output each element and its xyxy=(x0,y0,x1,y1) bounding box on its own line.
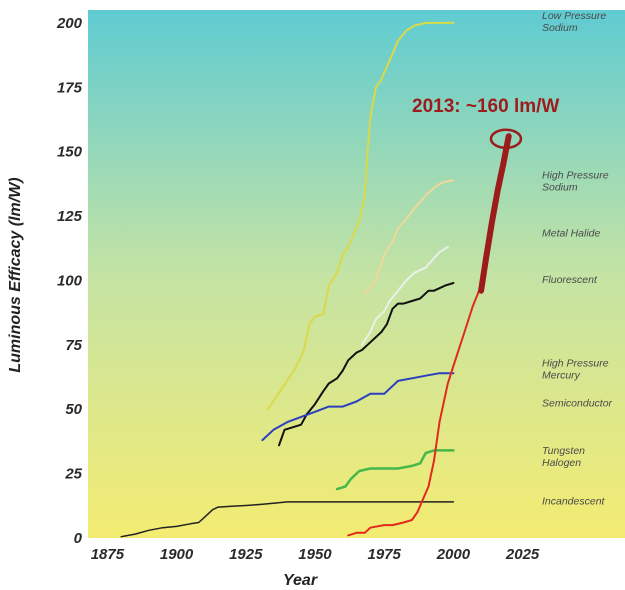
series-line-6 xyxy=(120,501,455,538)
series-label: Fluorescent xyxy=(542,274,598,286)
series-label: Incandescent xyxy=(542,496,606,508)
series-label: Tungsten xyxy=(542,445,585,457)
x-tick-label: 1975 xyxy=(367,546,401,563)
x-tick-label: 1900 xyxy=(160,546,194,563)
series-label: Metal Halide xyxy=(542,228,601,240)
series-label: High Pressure xyxy=(542,358,609,370)
y-tick-label: 0 xyxy=(74,530,83,547)
y-tick-label: 200 xyxy=(56,15,83,32)
x-axis-ticks: 1875 1900 1925 1950 1975 2000 2025 xyxy=(91,546,540,563)
series-line-2 xyxy=(361,246,449,346)
y-tick-label: 175 xyxy=(57,79,83,96)
annotation-group: 2013: ~160 lm/W xyxy=(412,96,559,150)
plot-background xyxy=(88,10,625,538)
x-tick-label: 1950 xyxy=(298,546,332,563)
y-tick-label: 125 xyxy=(57,208,83,225)
x-tick-label: 2000 xyxy=(436,546,471,563)
x-tick-label: 2025 xyxy=(505,546,540,563)
y-tick-label: 75 xyxy=(65,337,82,354)
series-line-4 xyxy=(261,372,455,442)
y-tick-label: 100 xyxy=(57,272,83,289)
series-label: High Pressure xyxy=(542,170,609,182)
y-tick-label: 150 xyxy=(57,144,83,161)
y-tick-label: 25 xyxy=(64,466,82,483)
annotation-text: 2013: ~160 lm/W xyxy=(412,96,559,117)
series-label: Semiconductor xyxy=(542,398,613,410)
series-label: Sodium xyxy=(542,22,578,34)
series-line-7 xyxy=(347,284,483,537)
series-layer xyxy=(120,21,512,538)
series-label: Sodium xyxy=(542,182,578,194)
y-axis-ticks: 0 25 50 75 100 125 150 175 200 xyxy=(56,15,83,547)
x-tick-label: 1925 xyxy=(229,546,263,563)
series-line-3 xyxy=(278,282,455,447)
series-label: Halogen xyxy=(542,457,581,469)
series-line-8 xyxy=(478,133,512,294)
annotation-circle xyxy=(489,128,523,150)
series-line-0 xyxy=(266,21,455,411)
y-axis-title: Luminous Efficacy (lm/W) xyxy=(7,177,24,372)
x-axis-title: Year xyxy=(283,572,318,589)
series-label: Low Pressure xyxy=(542,10,606,22)
series-label: Mercury xyxy=(542,370,581,382)
series-line-1 xyxy=(363,179,455,295)
y-tick-label: 50 xyxy=(65,401,82,418)
x-tick-label: 1875 xyxy=(91,546,125,563)
series-line-5 xyxy=(335,449,455,491)
